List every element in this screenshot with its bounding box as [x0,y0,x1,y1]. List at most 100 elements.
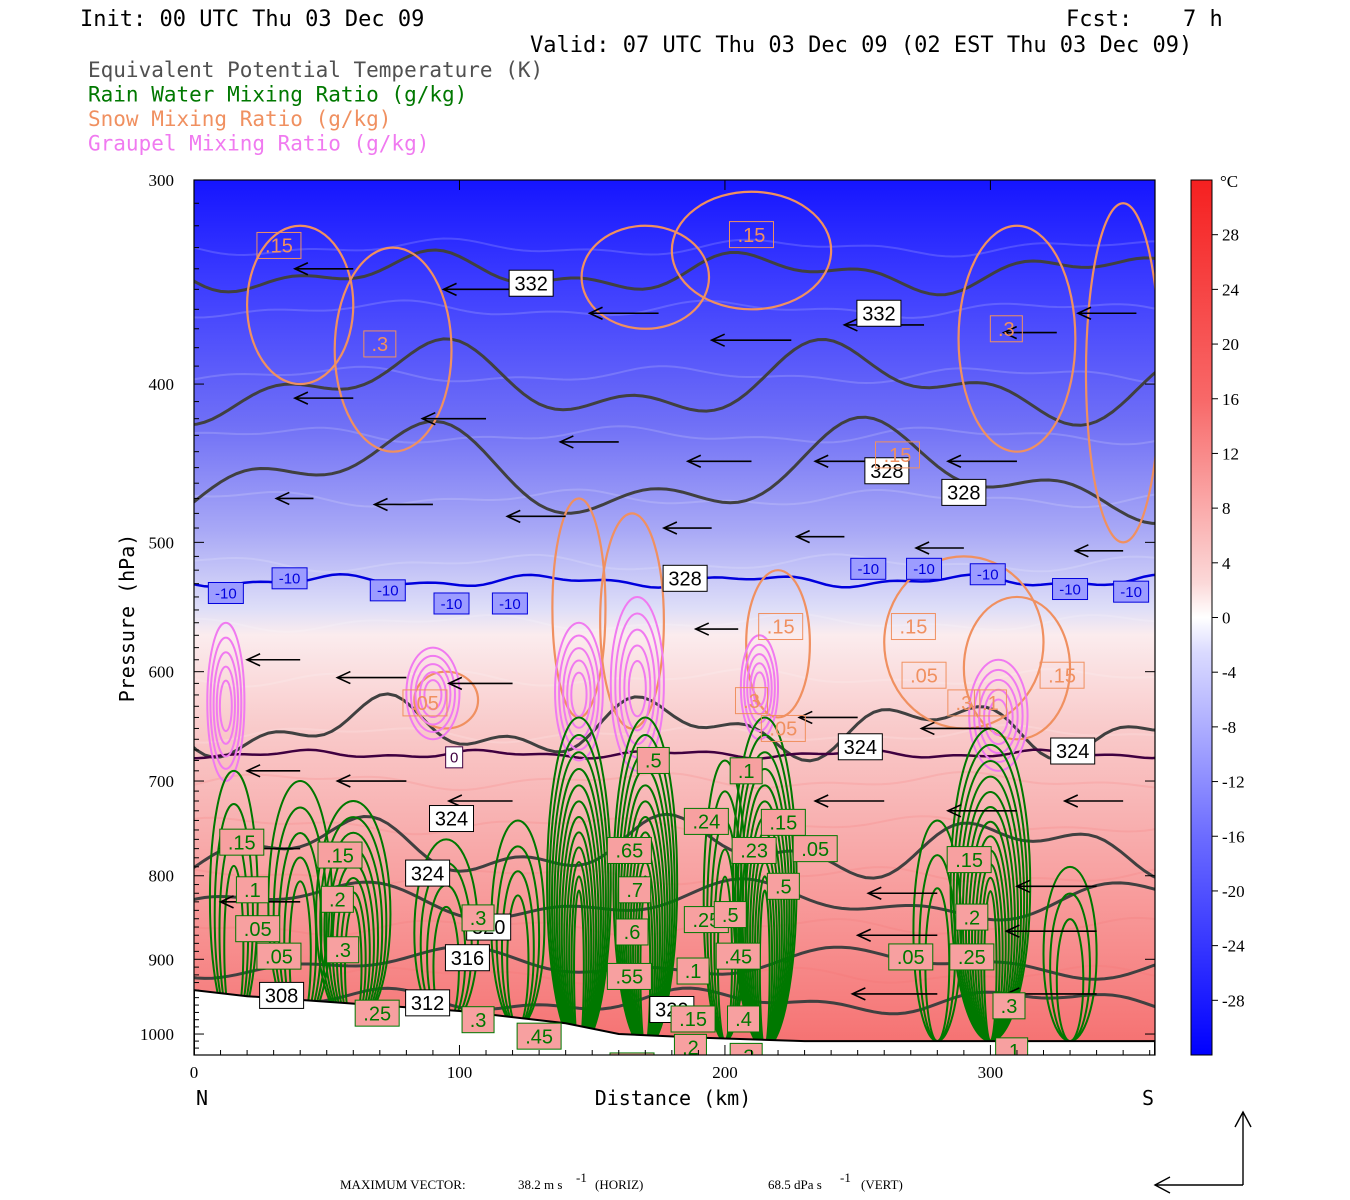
svg-text:.15: .15 [326,845,354,867]
svg-text:.45: .45 [618,1056,646,1078]
svg-text:.05: .05 [244,919,272,941]
graupel-contour [627,659,647,718]
theta-e-label: 316 [444,944,490,972]
svg-text:.05: .05 [910,665,938,687]
snow-contours [245,190,1155,741]
rain-label: .05 [235,915,281,943]
svg-text:.1: .1 [685,961,702,983]
rain-label: .3 [461,904,495,932]
legend-entry: Rain Water Mixing Ratio (g/kg) [88,83,467,107]
shade-band [194,964,1155,985]
shade-band [194,299,1155,319]
graupel-contour [562,647,596,740]
wind-vector [1076,306,1137,320]
y-tick-label: 300 [149,171,175,190]
init-time: Init: 00 UTC Thu 03 Dec 09 [80,7,424,32]
x-tick-label: 200 [712,1063,738,1082]
colorbar-label: -28 [1222,991,1245,1010]
colorbar-label: 20 [1222,335,1239,354]
shade-band [194,667,1155,688]
theta-e-label: 324 [837,733,883,761]
rain-label: .1 [995,1037,1029,1063]
shade-band [194,771,1155,792]
svg-text:.3: .3 [956,693,973,715]
rain-label: .15 [760,808,806,836]
rain-label: .05 [256,942,302,970]
svg-text:.15: .15 [1048,665,1076,687]
theta-e-label: 312 [405,989,451,1017]
theta-e-label: 332 [856,299,902,327]
rain-label: .15 [219,828,265,856]
svg-text:.6: .6 [624,922,641,944]
y-tick-label: 800 [149,867,175,886]
colorbar-label: 24 [1222,280,1240,299]
rain-label: .1 [235,876,269,904]
svg-text:.3: .3 [743,691,760,713]
colorbar-label: -20 [1222,882,1245,901]
plot-frame [193,179,1156,1056]
svg-text:-10: -10 [215,585,237,602]
theta-e-label: 328 [941,478,987,506]
wind-vector [587,306,659,320]
snow-label: .05 [402,689,448,717]
graupel-contour [423,679,443,711]
snow-label: .3 [947,689,981,717]
y-tick-label: 500 [149,533,175,552]
rain-label: .24 [683,807,729,835]
rain-label: .3 [461,1006,495,1034]
svg-text:.3: .3 [738,1047,755,1069]
isotherm-0 [194,748,1155,760]
rain-label: .5 [636,746,670,774]
wind-vector [1015,879,1097,894]
rain-label: .05 [888,943,934,971]
snow-label: .05 [901,661,947,689]
wind-vector [850,987,938,1001]
colorbar-label: -12 [1222,773,1245,792]
isotherm-label: -10 [1052,578,1089,601]
snow-contour [957,224,1077,453]
svg-text:.3: .3 [334,940,351,962]
snow-label: .1 [973,689,1007,717]
snow-label: .15 [874,441,920,469]
shade-band [194,237,1155,258]
wind-vector [420,411,487,426]
reference-vector-icon [1153,1110,1252,1194]
graupel-contour [206,621,246,783]
svg-text:.25: .25 [958,947,986,969]
snow-contour [962,595,1072,741]
isotherm-label: 0 [445,746,464,769]
svg-text:.24: .24 [692,812,720,834]
svg-text:.05: .05 [265,946,293,968]
snow-contour [580,224,711,330]
plot-area: 3323323283283283243243243243203163123083… [194,180,1155,1078]
x-tick-label: 300 [978,1063,1004,1082]
colorbar-unit: °C [1220,172,1238,191]
wind-vector [335,774,407,788]
y-tick-label: 400 [149,375,175,394]
rain-label: .2 [320,885,354,913]
max-vector-note: MAXIMUM VECTOR: 38.2 m s -1 (HORIZ) 68.5… [340,1170,903,1192]
shade-band [194,425,1155,446]
svg-text:324: 324 [411,863,444,885]
snow-label: .15 [728,221,774,249]
wind-vector [914,541,964,555]
svg-text:.25: .25 [692,910,720,932]
rain-label: .05 [792,835,838,863]
rain-label: .3 [729,1042,763,1069]
svg-text:.05: .05 [897,947,925,969]
svg-text:.2: .2 [963,907,980,929]
svg-text:.1: .1 [1003,1041,1020,1063]
forecast-label: Fcst: [1066,7,1132,32]
snow-contour [245,224,355,386]
graupel-contour [554,621,604,762]
graupel-contour [749,662,770,716]
graupel-contour [218,679,233,733]
graupel-contour [618,628,656,746]
colorbar-ticks: 28 24 20 16 12 8 4 0 -4 -8 -12 -16 -20 -24 -28 [1212,226,1245,1010]
max-vert-tag: (VERT) [861,1177,903,1192]
svg-text:.45: .45 [724,946,752,968]
isotherm-label: -10 [969,563,1006,586]
svg-text:-10: -10 [279,571,301,588]
svg-text:.45: .45 [525,1026,553,1048]
rain-label: .15 [670,1005,716,1033]
